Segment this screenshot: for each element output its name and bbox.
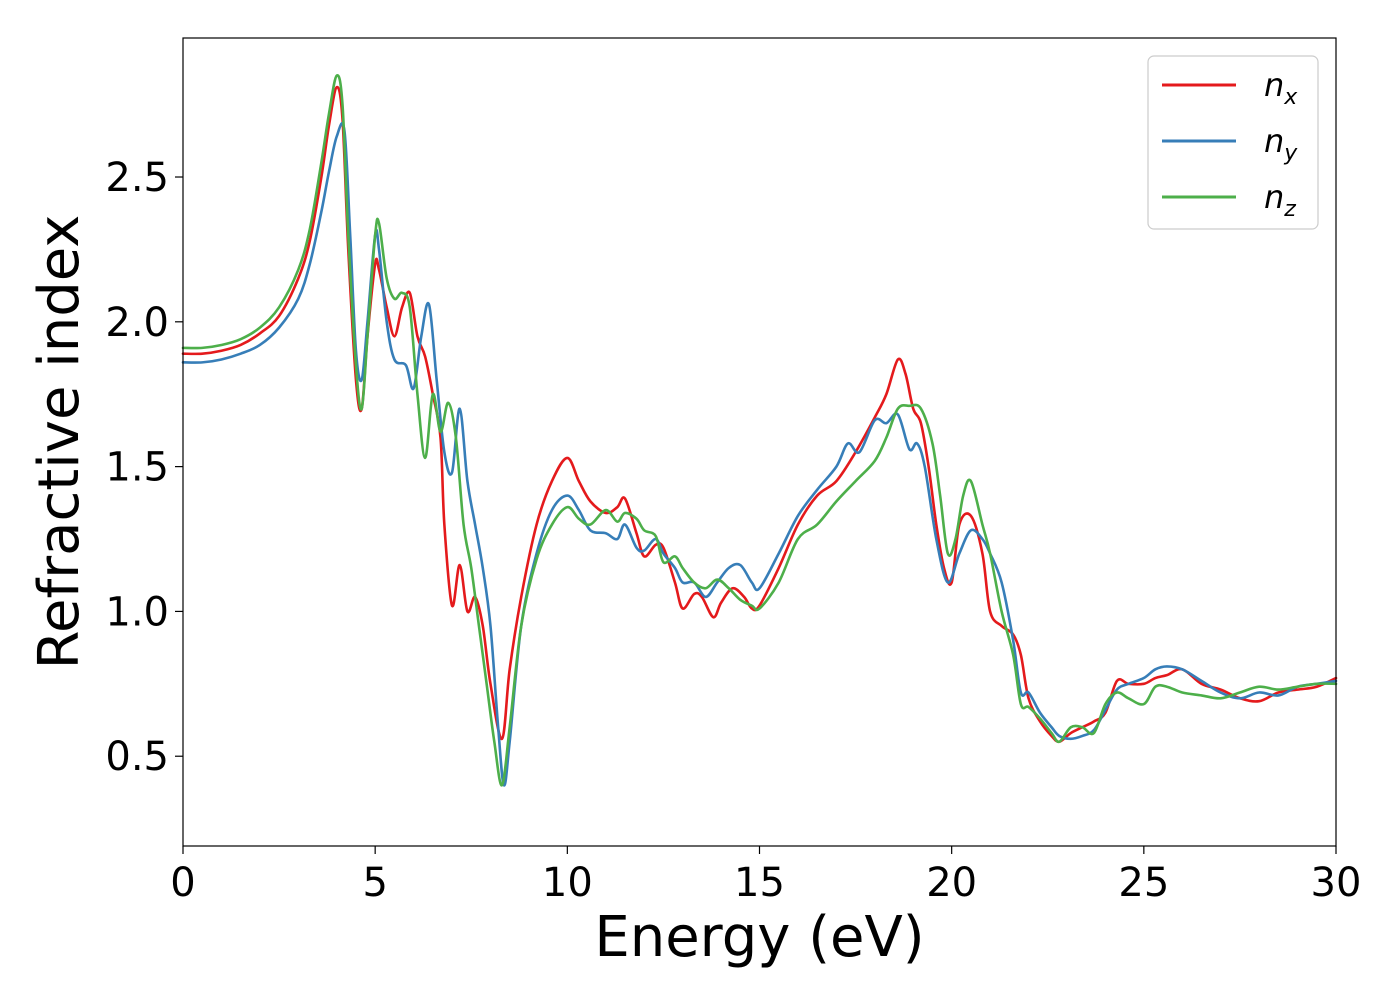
legend-label-n-y: ny xyxy=(1264,122,1298,166)
series-line-n-z xyxy=(181,74,1338,787)
y-tick-label: 2.5 xyxy=(105,155,169,201)
y-tick-label: 1.0 xyxy=(105,589,169,635)
x-tick-label: 25 xyxy=(1118,860,1169,906)
x-tick-label: 5 xyxy=(362,860,387,906)
legend-label-n-z: nz xyxy=(1264,178,1296,222)
x-axis-ticks: 0 5 10 15 20 25 30 xyxy=(170,846,1361,906)
legend-label-n-x: nx xyxy=(1264,66,1298,110)
y-axis-title: Refractive index xyxy=(27,215,92,670)
y-tick-label: 2.0 xyxy=(105,300,169,346)
series-line-n-x xyxy=(181,85,1338,744)
y-axis-ticks: 0.5 1.0 1.5 2.0 2.5 xyxy=(105,155,183,780)
y-tick-label: 0.5 xyxy=(105,734,169,780)
y-tick-label: 1.5 xyxy=(105,445,169,491)
x-tick-label: 0 xyxy=(170,860,195,906)
x-tick-label: 20 xyxy=(926,860,977,906)
legend: nx ny nz xyxy=(1147,55,1319,230)
x-tick-label: 30 xyxy=(1311,860,1362,906)
x-tick-label: 10 xyxy=(542,860,593,906)
x-tick-label: 15 xyxy=(734,860,785,906)
series-layer xyxy=(181,74,1338,787)
x-axis-title: Energy (eV) xyxy=(594,905,924,970)
